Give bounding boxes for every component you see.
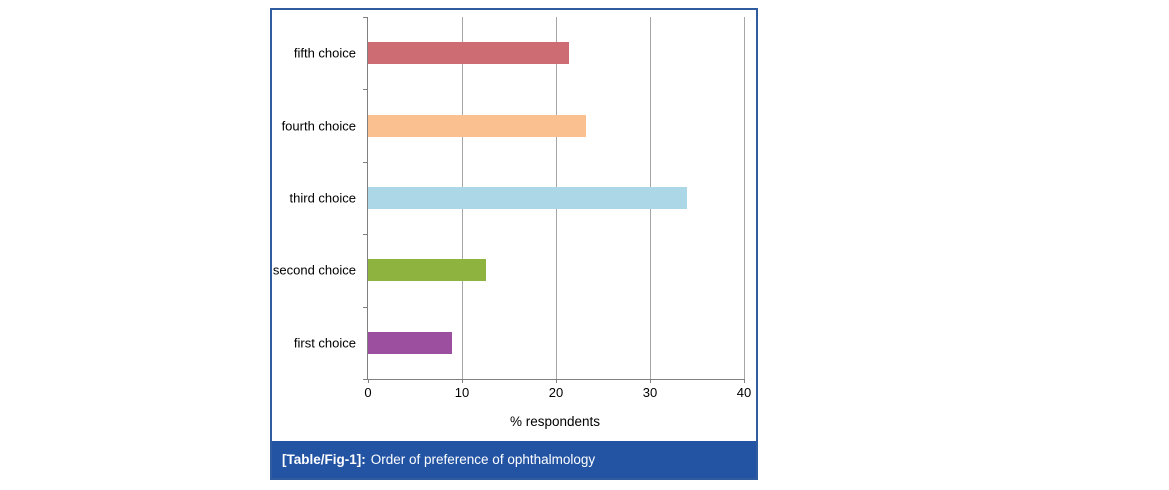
y-category-label: second choice [272,262,356,278]
plot-area: 0 10 20 30 40 fifth choice fourth choice third … [273,17,751,400]
figure-caption-text: Order of preference of ophthalmology [370,452,596,467]
x-tick-label: 0 [364,385,372,400]
y-category-label: fourth choice [281,118,356,134]
y-tick-mark [363,17,368,18]
x-tick-label: 30 [642,385,658,400]
y-category-label: third choice [289,190,356,206]
x-tick-label: 20 [548,385,564,400]
x-axis-title: % respondents [509,414,601,429]
x-tick-mark [744,379,745,383]
bar-fourth-choice [368,114,587,137]
x-tick-mark [368,379,369,383]
gridline [744,17,745,379]
bar-fifth-choice [368,42,570,65]
y-category-label: first choice [293,335,356,351]
y-tick-mark [363,306,368,308]
figure-caption-label: [Table/Fig-1]: [282,452,366,467]
bar-first-choice [368,331,452,354]
x-tick-mark [650,379,651,383]
x-tick-mark [462,379,463,383]
y-tick-mark [363,234,368,236]
bar-second-choice [368,259,486,282]
y-tick-mark [363,379,368,380]
y-tick-mark [363,89,368,91]
x-tick-label: 10 [454,385,470,400]
bar-chart: 0 10 20 30 40 fifth choice fourth choice third … [272,10,756,441]
x-tick-mark [556,379,557,383]
figure-caption: [Table/Fig-1]: Order of preference of op… [272,441,756,478]
x-tick-label: 40 [736,385,752,400]
y-category-label: fifth choice [293,45,356,61]
y-tick-mark [363,161,368,163]
bar-third-choice [368,187,687,209]
figure-panel: 0 10 20 30 40 fifth choice fourth choice third … [270,8,758,480]
